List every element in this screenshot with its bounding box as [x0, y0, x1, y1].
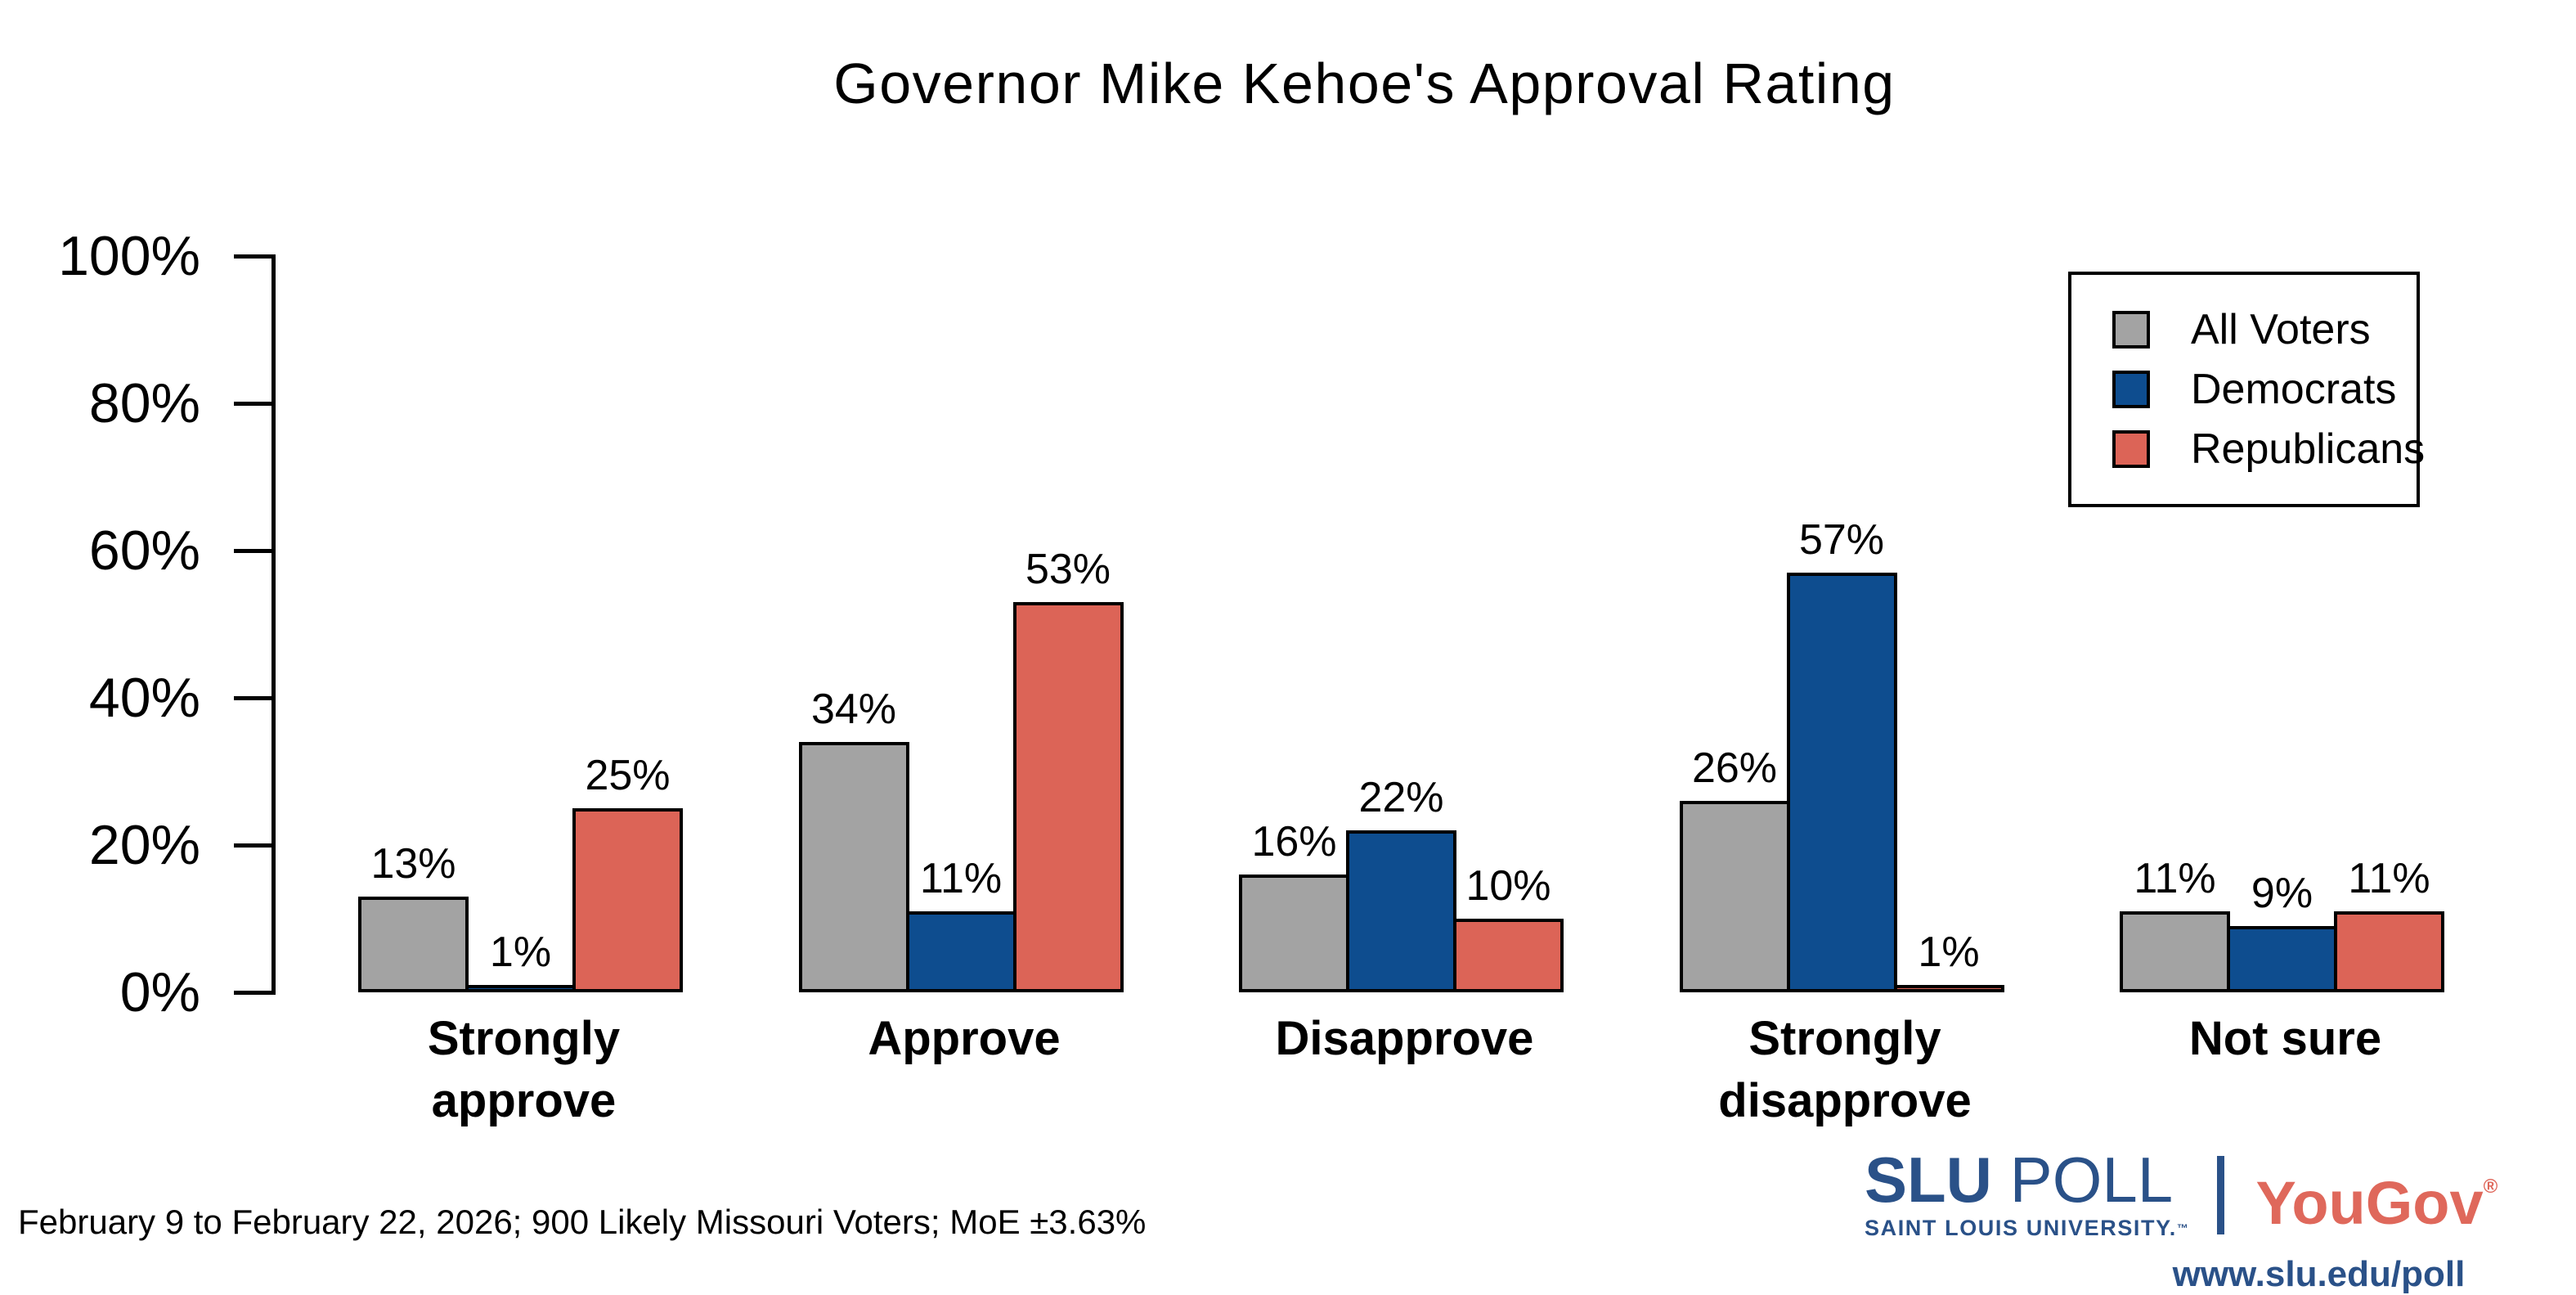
- slu-poll-wordmark: SLU POLL: [1865, 1148, 2189, 1212]
- y-tick-mark: [234, 991, 272, 995]
- bar-value-label: 1%: [489, 929, 552, 976]
- bar-value-label: 1%: [1918, 929, 1980, 976]
- branding: SLU POLL SAINT LOUIS UNIVERSITY.™ YouGov…: [1865, 1148, 2498, 1295]
- bar-group-not-sure: 11% 9% 11%: [2120, 855, 2451, 992]
- y-tick-label: 80%: [88, 372, 200, 434]
- bar-all-voters: 13%: [358, 840, 469, 992]
- y-tick-label: 0%: [119, 961, 200, 1023]
- y-tick-label: 60%: [88, 519, 200, 582]
- bar-value-label: 26%: [1691, 744, 1778, 792]
- bar-republicans: 1%: [1893, 929, 2004, 992]
- category-label: Approve: [702, 1008, 1226, 1070]
- y-tick-label: 20%: [88, 814, 200, 876]
- y-axis-line: [272, 254, 276, 995]
- category-label-line: Strongly: [1748, 1012, 1941, 1065]
- bar-republicans: 11%: [2334, 855, 2444, 992]
- brand-divider: [2217, 1155, 2225, 1234]
- bar-republicans: 10%: [1453, 862, 1564, 992]
- category-label-line: Disapprove: [1275, 1012, 1534, 1065]
- bar-democrats: 57%: [1786, 516, 1897, 992]
- bar-democrats: 11%: [905, 855, 1016, 992]
- legend-label: Democrats: [2191, 366, 2397, 413]
- bar-all-voters: 34%: [798, 686, 909, 992]
- brand-row: SLU POLL SAINT LOUIS UNIVERSITY.™ YouGov…: [1865, 1148, 2498, 1241]
- chart-title: Governor Mike Kehoe's Approval Rating: [833, 52, 1896, 115]
- trademark-symbol: ™: [2176, 1221, 2190, 1234]
- bar-value-label: 57%: [1798, 516, 1885, 564]
- y-tick-label: 40%: [88, 667, 200, 729]
- category-label: Not sure: [2024, 1008, 2547, 1070]
- slu-poll-url: www.slu.edu/poll: [2172, 1254, 2466, 1294]
- category-label-line: approve: [431, 1074, 617, 1127]
- y-tick-mark: [234, 696, 272, 700]
- bar-all-voters: 16%: [1239, 818, 1349, 992]
- bar-group-strongly-approve: 13% 1% 25%: [358, 752, 689, 992]
- bar-value-label: 53%: [1025, 546, 1111, 593]
- bar-value-label: 11%: [2348, 855, 2430, 902]
- bar-democrats: 9%: [2227, 870, 2337, 992]
- bar-group-approve: 34% 11% 53%: [798, 546, 1130, 992]
- category-label: Disapprove: [1143, 1008, 1667, 1070]
- slu-subtitle: SAINT LOUIS UNIVERSITY.™: [1865, 1216, 2190, 1240]
- legend-label: All Voters: [2191, 306, 2371, 353]
- bar-democrats: 1%: [465, 929, 576, 992]
- bar-value-label: 10%: [1465, 862, 1551, 910]
- y-tick-mark: [234, 402, 272, 406]
- category-label: Strongly disapprove: [1583, 1008, 2107, 1132]
- bar-democrats: 22%: [1346, 774, 1456, 992]
- slu-text: SLU: [1865, 1144, 1992, 1216]
- category-label-line: disapprove: [1718, 1074, 1972, 1127]
- bar-republicans: 53%: [1012, 546, 1124, 992]
- legend-swatch-republicans: [2112, 430, 2150, 468]
- bar-group-disapprove: 16% 22% 10%: [1239, 774, 1570, 992]
- legend-label: Republicans: [2191, 425, 2426, 473]
- y-tick-mark: [234, 254, 272, 259]
- bar-value-label: 11%: [919, 855, 1003, 902]
- bar-value-label: 16%: [1251, 818, 1337, 866]
- category-label-line: Strongly: [427, 1012, 621, 1065]
- bar-value-label: 34%: [810, 686, 897, 733]
- yougov-logo: YouGov®: [2255, 1168, 2498, 1237]
- bar-all-voters: 26%: [1679, 744, 1790, 992]
- bar-value-label: 11%: [2134, 855, 2216, 902]
- category-label-line: Approve: [868, 1012, 1061, 1065]
- slu-poll-logo: SLU POLL SAINT LOUIS UNIVERSITY.™: [1865, 1148, 2190, 1241]
- registered-symbol: ®: [2483, 1175, 2498, 1198]
- y-tick-mark: [234, 549, 272, 553]
- bar-group-strongly-disapprove: 26% 57% 1%: [1679, 516, 2011, 992]
- legend-swatch-democrats: [2112, 371, 2150, 408]
- legend: All Voters Democrats Republicans: [2068, 272, 2425, 507]
- bar-all-voters: 11%: [2120, 855, 2230, 992]
- bar-value-label: 22%: [1358, 774, 1444, 821]
- bar-value-label: 9%: [2251, 870, 2313, 917]
- category-label: Strongly approve: [263, 1008, 786, 1132]
- legend-item: Democrats: [2112, 360, 2417, 420]
- poll-text: POLL: [1992, 1144, 2174, 1216]
- y-tick-label: 100%: [58, 225, 200, 287]
- bar-value-label: 25%: [585, 752, 671, 799]
- footer-source-text: February 9 to February 22, 2026; 900 Lik…: [18, 1203, 1147, 1241]
- category-label-line: Not sure: [2188, 1012, 2382, 1065]
- legend-item: All Voters: [2112, 300, 2417, 360]
- legend-swatch-all-voters: [2112, 311, 2150, 348]
- legend-item: Republicans: [2112, 420, 2425, 479]
- y-tick-mark: [234, 843, 272, 848]
- bar-republicans: 25%: [572, 752, 683, 992]
- bar-value-label: 13%: [370, 840, 456, 888]
